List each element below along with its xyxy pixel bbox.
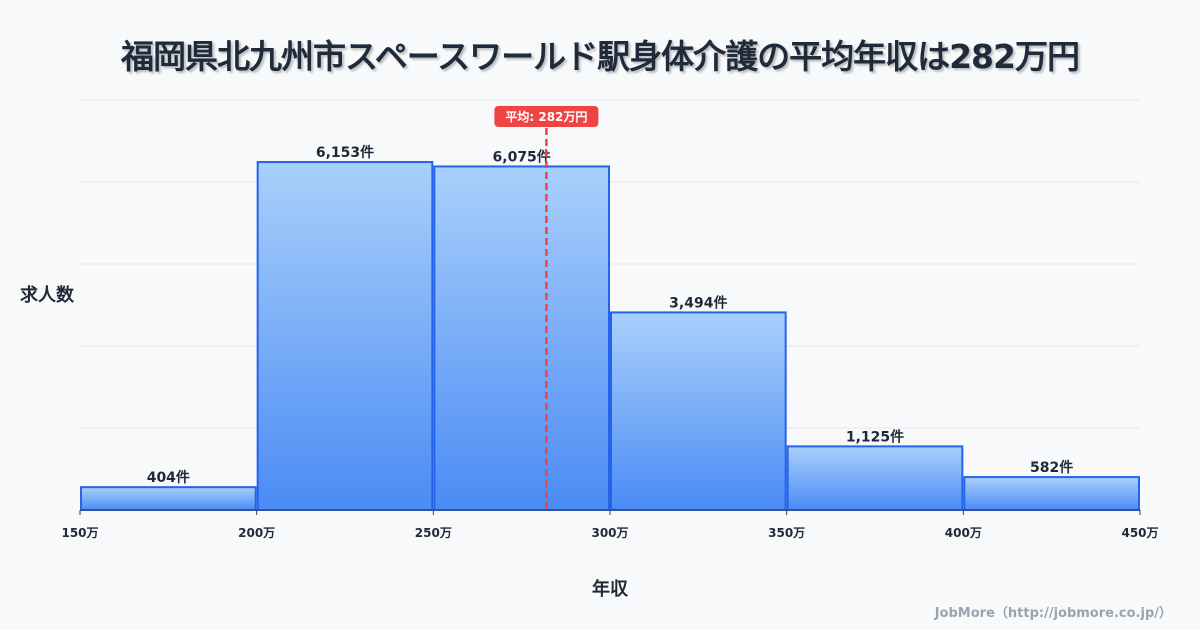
histogram-bar	[786, 445, 964, 511]
mean-label-badge	[494, 106, 599, 127]
x-tick-label: 350万	[768, 526, 805, 540]
credit-text: JobMore（http://jobmore.co.jp/）	[934, 606, 1172, 621]
chart-title: 福岡県北九州市スペースワールド駅身体介護の平均年収は282万円	[121, 37, 1080, 76]
bar-value-label: 582件	[1030, 459, 1073, 476]
bar-value-label: 404件	[147, 469, 190, 486]
histogram-bar	[963, 476, 1140, 511]
histogram-bar	[80, 486, 257, 512]
bar-value-label: 6,153件	[316, 144, 374, 161]
x-tick-label: 150万	[61, 526, 98, 540]
mean-label: 平均: 282万円	[505, 109, 587, 124]
bar-value-label: 6,075件	[493, 148, 551, 165]
histogram-bar	[610, 311, 787, 511]
histogram-bar	[256, 161, 434, 512]
x-tick-label: 200万	[238, 526, 275, 540]
x-tick-label: 250万	[415, 526, 452, 540]
y-axis-label: 求人数	[20, 285, 74, 306]
bar-value-label: 1,125件	[846, 428, 904, 445]
x-tick-label: 450万	[1121, 526, 1158, 540]
x-tick-label: 400万	[945, 526, 982, 540]
x-tick-label: 300万	[591, 526, 628, 540]
x-axis-label: 年収	[592, 579, 628, 600]
bar-value-label: 3,494件	[669, 294, 727, 311]
histogram-bar	[433, 165, 611, 511]
